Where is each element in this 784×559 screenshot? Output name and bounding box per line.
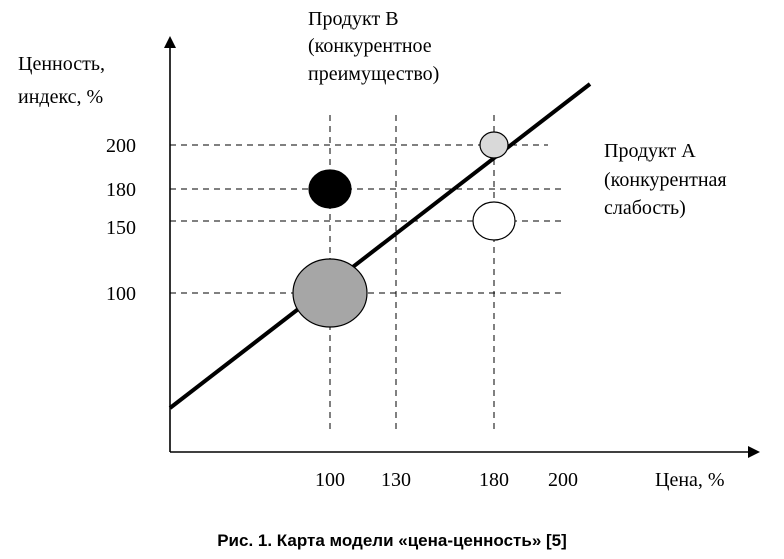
- grid-lines: [170, 115, 565, 430]
- data-point-3: [472, 201, 516, 241]
- data-point-4: [479, 131, 509, 159]
- y-tick-labels: 200 180 150 100: [106, 135, 136, 305]
- x-tick-130: 130: [381, 469, 411, 491]
- x-tick-200: 200: [548, 469, 578, 491]
- product-b-label: Продукт В: [308, 8, 399, 30]
- x-axis-arrow: [748, 446, 760, 458]
- product-a-note-2: слабость): [604, 197, 686, 219]
- y-tick-180: 180: [106, 179, 136, 201]
- y-tick-100: 100: [106, 283, 136, 305]
- x-tick-labels: 100 130 180 200: [315, 469, 578, 491]
- y-axis-arrow: [164, 36, 176, 48]
- product-b-note-1: (конкурентное: [308, 35, 432, 57]
- x-tick-180: 180: [479, 469, 509, 491]
- product-b-note-2: преимущество): [308, 63, 439, 85]
- data-point-1: [292, 258, 368, 328]
- product-a-note-1: (конкурентная: [604, 169, 727, 191]
- y-tick-150: 150: [106, 217, 136, 239]
- data-points: [292, 131, 516, 328]
- y-axis-label-line-2: индекс, %: [18, 86, 103, 108]
- trend-line: [168, 82, 592, 410]
- data-point-2: [308, 169, 352, 209]
- figure-caption: Рис. 1. Карта модели «цена-ценность» [5]: [217, 531, 567, 550]
- x-tick-100: 100: [315, 469, 345, 491]
- y-axis-label-line-1: Ценность,: [18, 53, 105, 75]
- x-axis-label: Цена, %: [655, 469, 725, 491]
- product-a-label: Продукт А: [604, 140, 696, 162]
- y-tick-200: 200: [106, 135, 136, 157]
